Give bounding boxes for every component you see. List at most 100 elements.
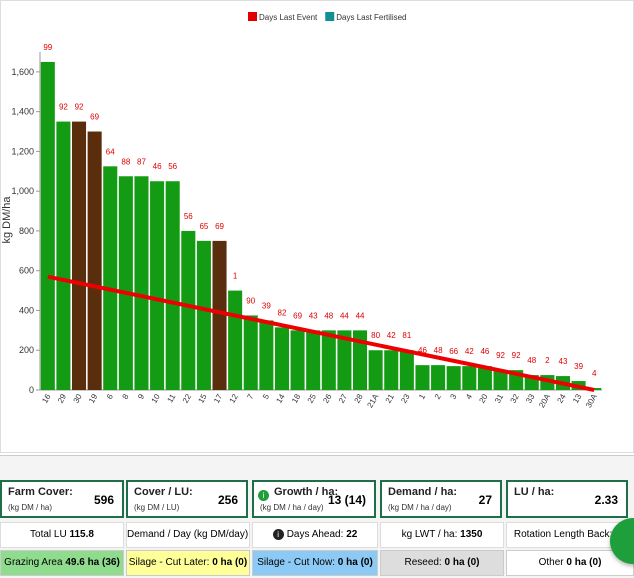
bar [228, 290, 243, 390]
stat-value: 596 [93, 493, 114, 507]
data-label: 87 [137, 157, 146, 166]
bar [274, 327, 289, 390]
data-label: 65 [199, 222, 208, 231]
bar [150, 181, 165, 390]
area-button[interactable]: Silage - Cut Now: 0 ha (0) [252, 550, 378, 576]
detail-value: 1350 [460, 529, 483, 540]
y-tick-label: 600 [19, 266, 34, 276]
y-tick-label: 1,400 [11, 107, 34, 117]
x-tick-label: 2 [433, 392, 443, 401]
data-label: 99 [43, 43, 52, 52]
bar [103, 166, 118, 390]
data-label: 39 [574, 362, 583, 371]
stat-unit: (kg DM / LU) [134, 503, 180, 512]
bar [181, 230, 196, 390]
detail-label: Demand / Day (kg DM/day) [127, 529, 249, 540]
data-label: 43 [309, 311, 318, 320]
area-value: 49.6 ha (36) [65, 557, 120, 568]
data-label: 69 [293, 311, 302, 320]
chart: kg DM/ha 0 200 400 600 800 1,000 1,200 1,400 1,6… [0, 0, 634, 453]
area-button[interactable]: Reseed: 0 ha (0) [380, 550, 504, 576]
detail-value: 22 [346, 529, 358, 540]
bar [337, 330, 352, 390]
stat-label: Farm Cover: [8, 486, 73, 498]
data-label: 80 [371, 331, 380, 340]
bar [259, 320, 274, 390]
bar [368, 350, 383, 390]
stat-unit: (kg DM / ha / day) [388, 503, 452, 512]
data-label: 66 [449, 347, 458, 356]
data-label: 69 [90, 113, 99, 122]
x-tick-label: 8 [121, 392, 131, 401]
area-value: 0 ha (0) [444, 557, 480, 568]
stats-panel: Farm Cover: (kg DM / ha) 596 Cover / LU: (kg… [0, 455, 634, 578]
area-button[interactable]: Other 0 ha (0) [506, 550, 634, 576]
stat-label: Cover / LU: [134, 486, 193, 498]
x-tick-label: 6 [105, 392, 115, 401]
legend-label: Days Last Fertilised [336, 13, 406, 22]
bar [321, 330, 336, 390]
bar [462, 366, 477, 390]
stat-unit: (kg DM / ha / day) [260, 503, 324, 512]
data-label: 46 [418, 346, 427, 355]
stat-label: Demand / ha: [388, 486, 458, 498]
bar [212, 240, 227, 390]
data-label: 4 [592, 369, 597, 378]
stat-value: 13 (14) [327, 493, 366, 507]
stat-value: 256 [217, 493, 238, 507]
x-tick-label: 4 [464, 392, 474, 401]
area-button[interactable]: Silage - Cut Later: 0 ha (0) [126, 550, 250, 576]
data-label: 90 [246, 296, 255, 305]
stat-box: LU / ha: 2.33 [506, 480, 628, 518]
detail-label: Days Ahead: [286, 529, 344, 540]
data-label: 1 [233, 272, 238, 281]
bar [415, 365, 430, 390]
data-label: 92 [512, 351, 521, 360]
data-label: 56 [168, 162, 177, 171]
stat-box: Cover / LU: (kg DM / LU) 256 [126, 480, 248, 518]
data-label: 44 [356, 311, 365, 320]
info-icon: i [258, 490, 269, 501]
data-label: 43 [559, 357, 568, 366]
area-button[interactable]: Grazing Area 49.6 ha (36) [0, 550, 124, 576]
area-label: Silage - Cut Later: [128, 557, 210, 568]
bar [40, 61, 55, 391]
data-label: 48 [527, 356, 536, 365]
stat-unit: (kg DM / ha) [8, 503, 53, 512]
stat-value: 27 [478, 493, 492, 507]
area-value: 0 ha (0) [566, 557, 602, 568]
detail-value: 115.8 [69, 529, 94, 540]
data-label: 92 [496, 351, 505, 360]
data-label: 56 [184, 212, 193, 221]
bar [399, 350, 414, 390]
area-value: 0 ha (0) [337, 557, 373, 568]
bar [196, 240, 211, 390]
detail-label: kg LWT / ha: [401, 529, 458, 540]
data-label: 82 [278, 308, 287, 317]
y-axis-label: kg DM/ha [1, 196, 13, 244]
bar [118, 176, 133, 390]
area-label: Reseed: [404, 557, 442, 568]
detail-label: Total LU [30, 529, 67, 540]
data-label: 81 [402, 331, 411, 340]
data-label: 46 [153, 162, 162, 171]
legend-swatch [325, 12, 335, 21]
y-tick-label: 800 [19, 226, 34, 236]
data-label: 64 [106, 147, 115, 156]
bar [290, 330, 305, 390]
detail-cell: Total LU 115.8 [0, 522, 124, 548]
y-tick-label: 0 [29, 385, 34, 395]
detail-cell: kg LWT / ha: 1350 [380, 522, 504, 548]
detail-cell: i Days Ahead: 22 [252, 522, 378, 548]
data-label: 39 [262, 301, 271, 310]
legend-swatch [248, 12, 257, 21]
bar [446, 366, 461, 390]
detail-cell: Demand / Day (kg DM/day) 1339 [126, 522, 250, 548]
data-label: 48 [324, 311, 333, 320]
data-label: 92 [75, 103, 84, 112]
target-line [47, 274, 595, 392]
data-label: 42 [465, 347, 474, 356]
detail-label: Rotation Length Back: [513, 529, 613, 540]
x-tick-label: 9 [136, 392, 146, 401]
